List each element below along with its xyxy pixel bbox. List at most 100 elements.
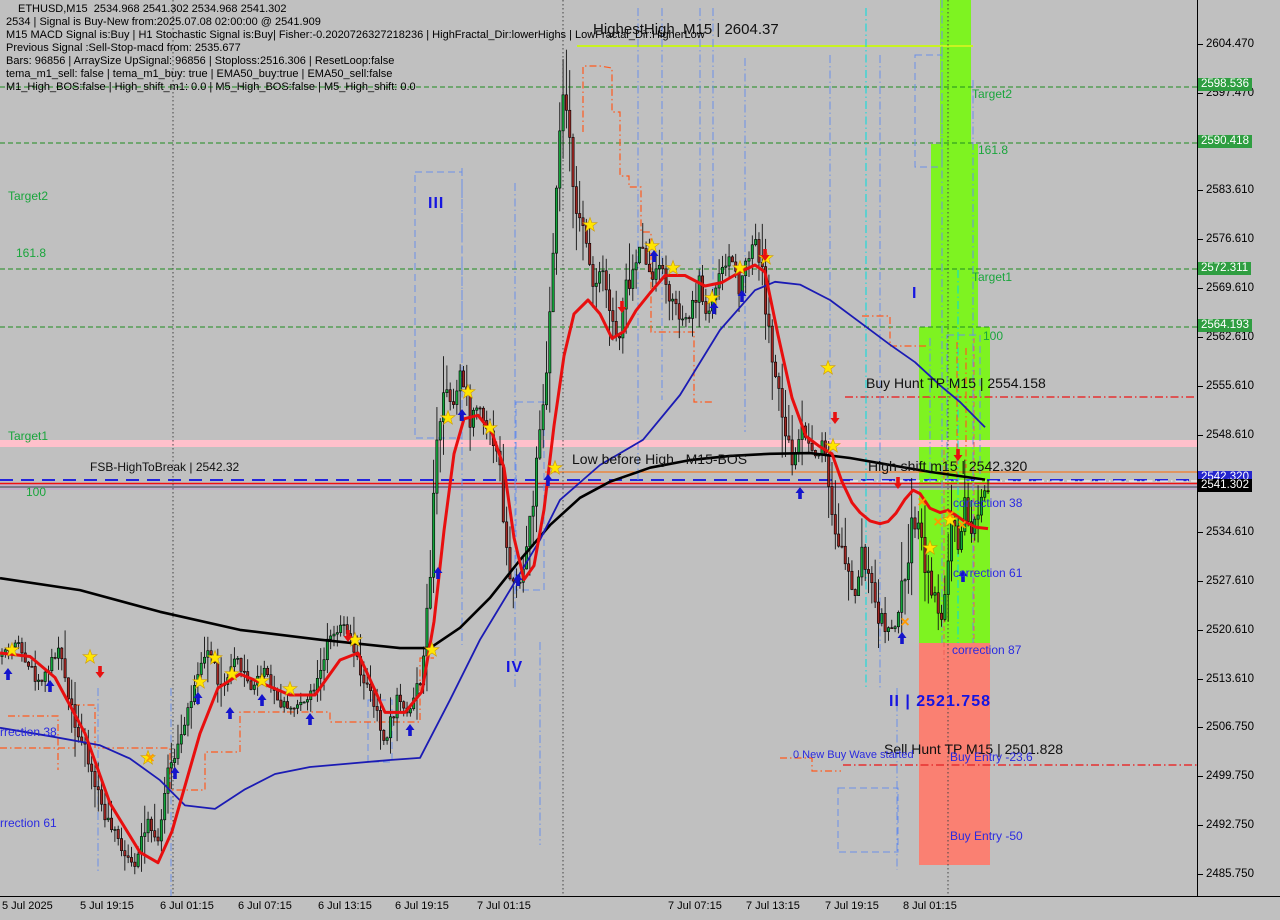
up-arrow-icon [3, 668, 13, 680]
down-arrow-icon [617, 301, 627, 313]
price-axis[interactable]: 2604.470 2597.470 2583.610 2576.610 2569.610… [1198, 0, 1280, 896]
fsb-box [414, 171, 463, 439]
buy-star-icon [922, 539, 938, 555]
buy-star-icon [942, 511, 958, 527]
price-tick-label: 2513.610 [1198, 673, 1254, 685]
slow-ma-line [0, 280, 986, 810]
price-level-badge: 2598.536 [1198, 78, 1252, 92]
sell-zone [919, 643, 990, 865]
x-mark-icon: × [945, 507, 954, 524]
fib-extension-zone-mid [931, 144, 978, 327]
down-arrow-icon [760, 249, 770, 261]
price-level-badge: 2564.193 [1198, 318, 1252, 332]
x-mark-icon: × [917, 494, 926, 511]
x-mark-icon: × [145, 750, 154, 767]
up-arrow-icon [457, 409, 467, 421]
x-mark-icon: × [900, 614, 909, 631]
buy-star-icon [644, 237, 660, 253]
target1-band [0, 440, 1197, 447]
time-tick-label: 7 Jul 01:15 [477, 900, 531, 912]
trailing-stop-line [0, 657, 434, 791]
down-arrow-icon [830, 412, 840, 424]
buy-star-icon [460, 383, 476, 399]
fsb-box [367, 699, 393, 763]
buy-star-icon [665, 259, 681, 275]
down-arrow-icon [893, 477, 903, 489]
time-tick-label: 6 Jul 19:15 [395, 900, 449, 912]
buy-star-icon [582, 216, 598, 232]
fsb-box [946, 334, 981, 481]
time-tick-label: 5 Jul 19:15 [80, 900, 134, 912]
candlestick-plot[interactable]: ×××× ×× [0, 0, 1197, 896]
price-level-badge: 2590.418 [1198, 135, 1252, 149]
time-tick-label: 7 Jul 19:15 [825, 900, 879, 912]
buy-star-icon [704, 289, 720, 305]
price-tick-label: 2604.470 [1198, 38, 1254, 50]
trailing-stop-line [582, 65, 712, 403]
price-tick-label: 2534.610 [1198, 526, 1254, 538]
time-axis[interactable]: 5 Jul 2025 5 Jul 19:15 6 Jul 01:15 6 Jul 07… [0, 896, 1280, 920]
up-arrow-icon [513, 574, 523, 586]
up-arrow-icon [225, 707, 235, 719]
price-tick-label: 2569.610 [1198, 282, 1254, 294]
time-tick-label: 7 Jul 07:15 [668, 900, 722, 912]
fsb-box [837, 787, 899, 853]
up-arrow-icon [257, 694, 267, 706]
price-tick-label: 2527.610 [1198, 575, 1254, 587]
time-tick-label: 6 Jul 01:15 [160, 900, 214, 912]
price-tick-label: 2555.610 [1198, 380, 1254, 392]
buy-star-icon [4, 641, 20, 657]
price-tick-label: 2520.610 [1198, 624, 1254, 636]
buy-star-icon [282, 680, 298, 696]
buy-star-icon [140, 749, 156, 765]
up-arrow-icon [45, 680, 55, 692]
buy-star-icon [732, 259, 748, 275]
up-arrow-icon [737, 290, 747, 302]
down-arrow-icon [95, 666, 105, 678]
price-tick-label: 2583.610 [1198, 184, 1254, 196]
buy-star-icon [254, 672, 270, 688]
buy-star-icon [192, 673, 208, 689]
price-level-badge: 2541.302 [1198, 478, 1252, 492]
price-tick-label: 2562.610 [1198, 331, 1254, 343]
up-arrow-icon [709, 302, 719, 314]
up-arrow-icon [649, 250, 659, 262]
time-tick-label: 7 Jul 13:15 [746, 900, 800, 912]
ema50-line [0, 451, 986, 650]
time-tick-label: 5 Jul 2025 [2, 900, 53, 912]
buy-star-icon [224, 665, 240, 681]
up-arrow-icon [433, 567, 443, 579]
buy-star-icon [424, 641, 440, 657]
down-arrow-icon [953, 449, 963, 461]
x-mark-icon: × [957, 517, 966, 534]
up-arrow-icon [305, 713, 315, 725]
up-arrow-icon [897, 632, 907, 644]
up-arrow-icon [795, 487, 805, 499]
time-tick-label: 6 Jul 07:15 [238, 900, 292, 912]
buy-star-icon [207, 649, 223, 665]
trailing-stop-line [862, 315, 926, 347]
up-arrow-icon [543, 474, 553, 486]
buy-star-icon [82, 648, 98, 664]
price-level-badge: 2572.311 [1198, 261, 1252, 275]
up-arrow-icon [405, 724, 415, 736]
trailing-stop-line [8, 715, 59, 770]
fsb-box [914, 54, 943, 168]
price-tick-label: 2485.750 [1198, 868, 1254, 880]
chart-canvas[interactable]: × × × × × × ETHUSD,M15 2534.968 2541.302 2534… [0, 0, 1198, 896]
buy-star-icon [825, 437, 841, 453]
buy-star-icon [820, 359, 836, 375]
price-tick-label: 2506.750 [1198, 721, 1254, 733]
up-arrow-icon [170, 767, 180, 779]
tema-line [0, 263, 989, 865]
trailing-stop-line [780, 757, 841, 772]
price-tick-label: 2492.750 [1198, 819, 1254, 831]
price-tick-label: 2499.750 [1198, 770, 1254, 782]
up-arrow-icon [958, 570, 968, 582]
time-tick-label: 6 Jul 13:15 [318, 900, 372, 912]
x-mark-icon: × [933, 514, 942, 531]
time-tick-label: 8 Jul 01:15 [903, 900, 957, 912]
price-tick-label: 2548.610 [1198, 429, 1254, 441]
price-tick-label: 2576.610 [1198, 233, 1254, 245]
